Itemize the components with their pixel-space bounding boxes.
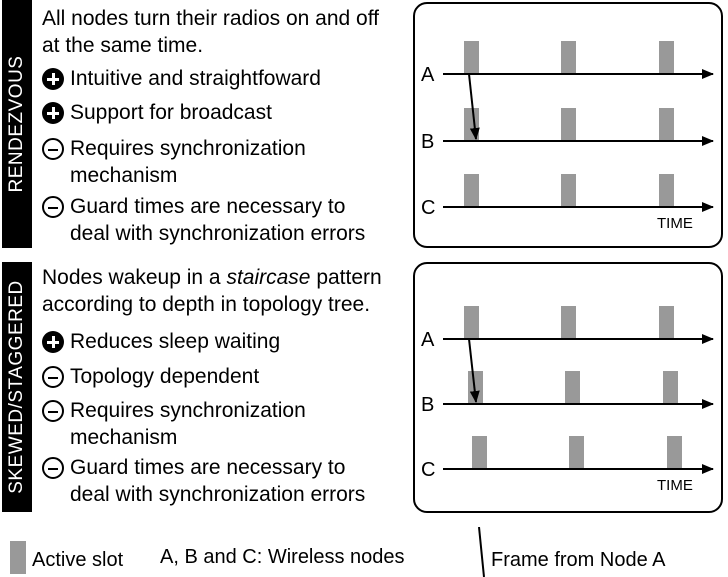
section-title-bar: RENDEZVOUS	[2, 0, 32, 248]
active-slot	[561, 306, 576, 339]
active-slot	[663, 371, 678, 404]
node-label: C	[421, 197, 435, 219]
point-text: Intuitive and straightfoward	[70, 67, 321, 90]
node-label: A	[421, 329, 435, 351]
active-slot	[569, 436, 584, 469]
legend-active-slot: Active slot	[32, 549, 124, 571]
section-description-line: All nodes turn their radios on and off	[42, 7, 379, 30]
emphasis: staircase	[226, 266, 311, 289]
node-label: A	[421, 64, 435, 86]
minus-circle-icon	[42, 138, 64, 160]
legend-frame-line	[478, 527, 485, 577]
active-slot	[561, 174, 576, 207]
active-slot	[667, 436, 682, 469]
section-description-line: at the same time.	[42, 34, 204, 57]
frame-arrow	[468, 73, 480, 140]
point-text: deal with synchronization errors	[70, 483, 366, 506]
active-slot	[659, 306, 674, 339]
legend-nodes: A, B and C: Wireless nodes	[160, 546, 405, 568]
plus-circle-icon	[42, 102, 64, 124]
point-text: Requires synchronization	[70, 399, 306, 422]
active-slot	[561, 41, 576, 74]
section-title: SKEWED/STAGGERED	[6, 280, 27, 494]
frame-arrow	[468, 338, 480, 403]
section-title: RENDEZVOUS	[6, 55, 27, 193]
plus-circle-icon	[42, 331, 64, 353]
frame-line	[478, 527, 485, 577]
active-slot	[659, 174, 674, 207]
timing-diagram: A B C TIME	[421, 306, 714, 494]
point-text: Guard times are necessary to	[70, 195, 346, 218]
node-label: B	[421, 394, 434, 416]
point-text: Topology dependent	[70, 365, 260, 388]
time-label: TIME	[657, 477, 693, 494]
point-text: deal with synchronization errors	[70, 222, 366, 245]
point-text: Reduces sleep waiting	[70, 330, 281, 353]
active-slot	[565, 371, 580, 404]
minus-circle-icon	[42, 196, 64, 218]
active-slot	[659, 41, 674, 74]
time-label: TIME	[657, 215, 693, 232]
point-text: mechanism	[70, 164, 178, 187]
active-slot-swatch	[10, 541, 26, 574]
timing-diagram-panel: A B C TIME	[413, 2, 723, 248]
active-slot	[464, 306, 479, 339]
section-title-bar: SKEWED/STAGGERED	[2, 262, 32, 512]
timing-diagram: A B C TIME	[421, 41, 714, 232]
node-label: B	[421, 131, 434, 153]
active-slot	[659, 108, 674, 141]
minus-circle-icon	[42, 400, 64, 422]
active-slot	[464, 174, 479, 207]
point-text: Requires synchronization	[70, 137, 306, 160]
minus-circle-icon	[42, 366, 64, 388]
timing-diagram-panel: A B C TIME	[413, 262, 723, 513]
point-text: Guard times are necessary to	[70, 456, 346, 479]
active-slot	[464, 108, 479, 141]
active-slot	[472, 436, 487, 469]
node-label: C	[421, 459, 435, 481]
point-text: mechanism	[70, 426, 178, 449]
active-slot	[464, 41, 479, 74]
section-description-line: according to depth in topology tree.	[42, 293, 371, 316]
active-slot	[561, 108, 576, 141]
legend-frame: Frame from Node A	[491, 549, 666, 571]
minus-circle-icon	[42, 457, 64, 479]
section-description-line: Nodes wakeup in a staircase pattern	[42, 266, 382, 289]
point-text: Support for broadcast	[70, 101, 272, 124]
plus-circle-icon	[42, 68, 64, 90]
